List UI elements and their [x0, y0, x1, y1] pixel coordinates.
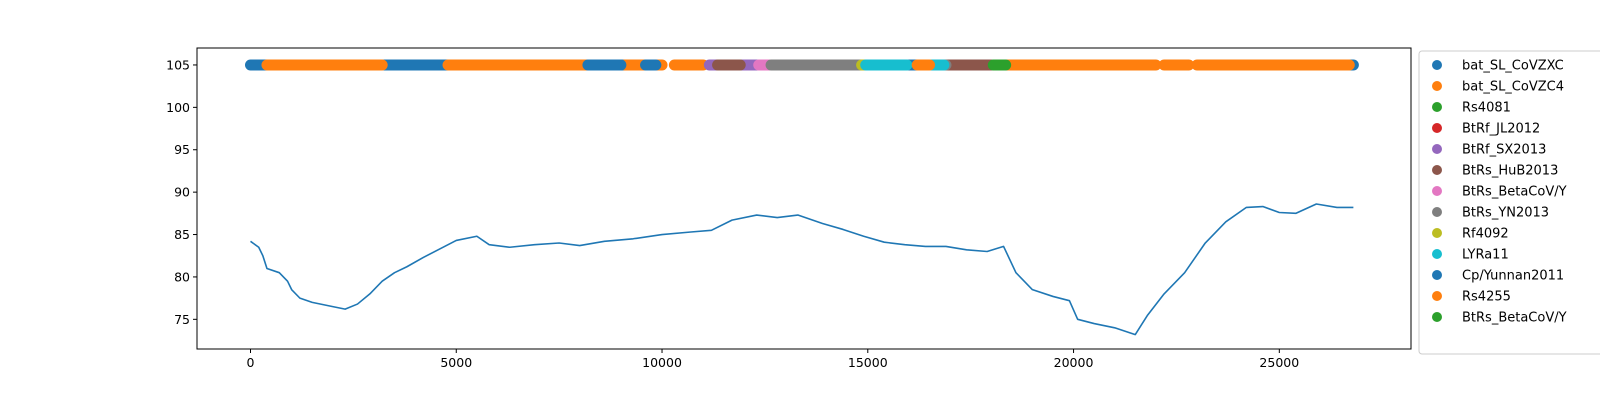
legend-label-2: Rs4081: [1462, 101, 1511, 116]
legend-marker-2: [1432, 102, 1442, 112]
legend-marker-8: [1432, 228, 1442, 238]
legend-marker-9: [1432, 249, 1442, 259]
plot-area-frame: [196, 47, 1412, 350]
legend-marker-11: [1432, 291, 1442, 301]
line-layer: [250, 203, 1354, 336]
x-tick-label-2: 10000: [642, 355, 682, 370]
legend-label-5: BtRs_HuB2013: [1462, 164, 1558, 179]
y-tick-label-1: 80: [174, 269, 190, 284]
legend: bat_SL_CoVZXC bat_SL_CoVZC4 Rs4081 BtRf_JL2…: [1418, 50, 1600, 355]
legend-marker-6: [1432, 186, 1442, 196]
legend-label-12: BtRs_BetaCoV/Y: [1462, 311, 1567, 326]
legend-label-7: BtRs_YN2013: [1462, 206, 1549, 221]
legend-marker-5: [1432, 165, 1442, 175]
x-axis: 0 5000 10000 15000 20000 25000: [247, 349, 1299, 370]
identity-line: [250, 203, 1354, 336]
x-tick-label-0: 0: [247, 355, 255, 370]
legend-label-0: bat_SL_CoVZXC: [1462, 59, 1564, 74]
legend-label-3: BtRf_JL2012: [1462, 122, 1540, 137]
x-tick-label-3: 15000: [848, 355, 888, 370]
legend-marker-4: [1432, 144, 1442, 154]
legend-marker-12: [1432, 312, 1442, 322]
legend-marker-1: [1432, 81, 1442, 91]
y-tick-label-5: 100: [166, 100, 190, 115]
legend-marker-10: [1432, 270, 1442, 280]
y-tick-label-2: 85: [174, 227, 190, 242]
legend-label-8: Rf4092: [1462, 227, 1509, 242]
legend-marker-7: [1432, 207, 1442, 217]
x-tick-label-1: 5000: [440, 355, 472, 370]
x-tick-label-4: 20000: [1054, 355, 1094, 370]
legend-label-4: BtRf_SX2013: [1462, 143, 1546, 158]
legend-label-9: LYRa11: [1462, 248, 1509, 263]
y-tick-label-3: 90: [174, 185, 190, 200]
legend-label-11: Rs4255: [1462, 290, 1511, 305]
legend-label-10: Cp/Yunnan2011: [1462, 269, 1564, 284]
legend-marker-3: [1432, 123, 1442, 133]
legend-label-6: BtRs_BetaCoV/Y: [1462, 185, 1567, 200]
legend-marker-0: [1432, 60, 1442, 70]
y-tick-label-4: 95: [174, 142, 190, 157]
y-axis: 75 80 85 90 95 100 105: [166, 57, 197, 327]
legend-frame: [1418, 50, 1600, 355]
y-tick-label-6: 105: [166, 57, 190, 72]
x-tick-label-5: 25000: [1259, 355, 1299, 370]
y-tick-label-0: 75: [174, 312, 190, 327]
legend-label-1: bat_SL_CoVZC4: [1462, 80, 1564, 95]
